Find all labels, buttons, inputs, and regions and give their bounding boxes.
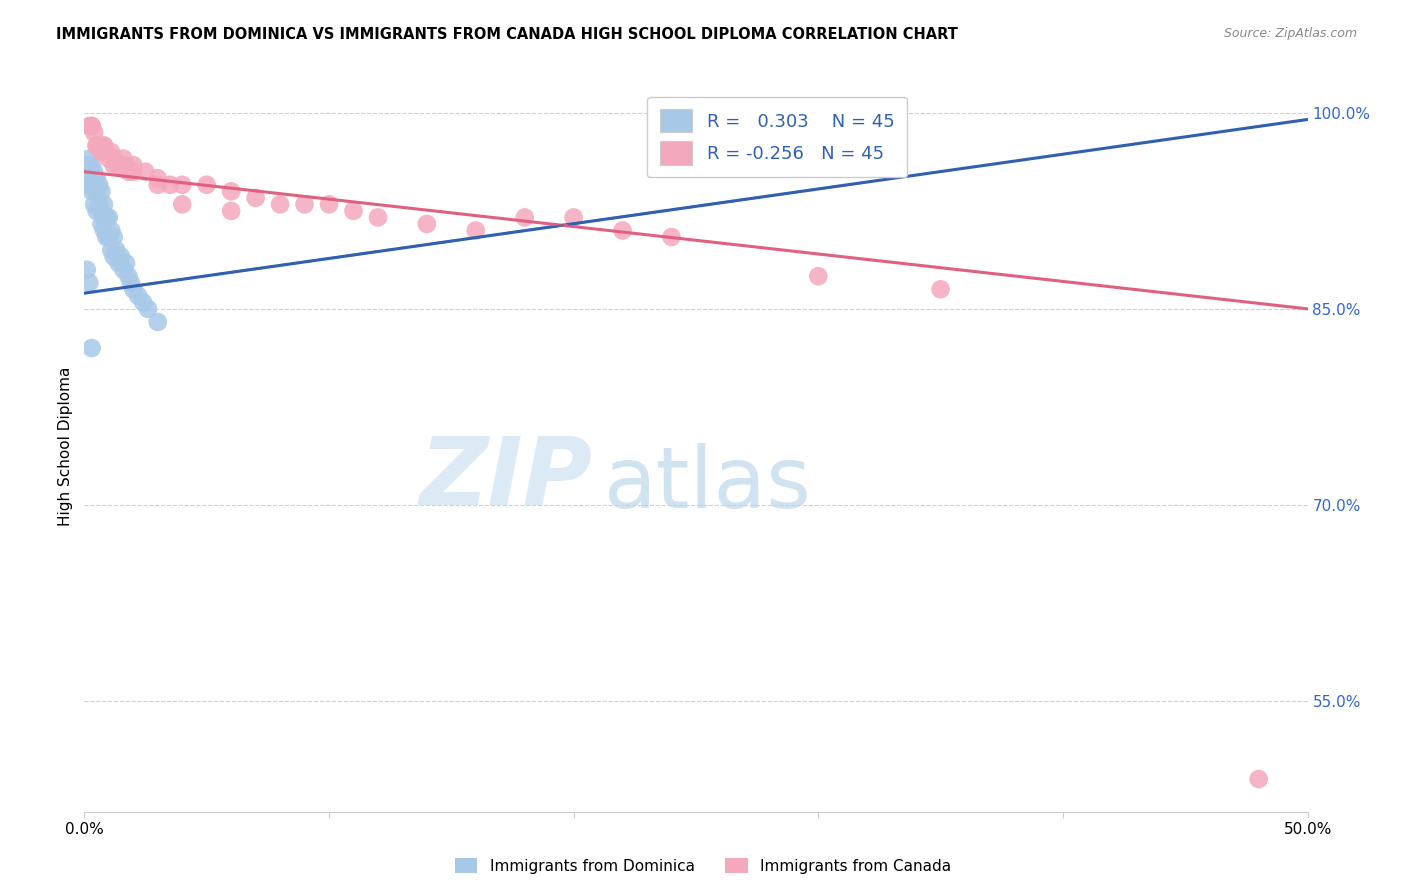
- Point: [110, 250, 132, 264]
- Point: [93, 197, 115, 211]
- Point: [80, 158, 103, 172]
- Point: [83, 164, 105, 178]
- Point: [219, 184, 242, 198]
- Point: [127, 289, 149, 303]
- Point: [77, 276, 100, 290]
- Point: [100, 243, 122, 257]
- Point: [86, 184, 108, 198]
- Point: [80, 341, 103, 355]
- Point: [107, 256, 129, 270]
- Point: [112, 158, 135, 172]
- Point: [90, 145, 112, 160]
- Point: [416, 217, 439, 231]
- Point: [87, 138, 110, 153]
- Point: [513, 211, 536, 225]
- Point: [105, 243, 128, 257]
- Point: [294, 197, 316, 211]
- Point: [96, 211, 118, 225]
- Point: [318, 197, 340, 211]
- Point: [97, 152, 120, 166]
- Point: [97, 211, 120, 225]
- Text: Source: ZipAtlas.com: Source: ZipAtlas.com: [1223, 27, 1357, 40]
- Point: [96, 145, 118, 160]
- Point: [93, 211, 115, 225]
- Text: ZIP: ZIP: [419, 433, 592, 524]
- Point: [103, 250, 125, 264]
- Point: [120, 276, 142, 290]
- Point: [87, 197, 110, 211]
- Point: [90, 203, 112, 218]
- Legend: R =   0.303    N = 45, R = -0.256   N = 45: R = 0.303 N = 45, R = -0.256 N = 45: [647, 96, 907, 178]
- Point: [87, 178, 110, 192]
- Point: [93, 138, 115, 153]
- Point: [76, 158, 98, 172]
- Point: [269, 197, 291, 211]
- Point: [117, 164, 139, 178]
- Point: [77, 119, 100, 133]
- Point: [103, 230, 125, 244]
- Y-axis label: High School Diploma: High School Diploma: [58, 367, 73, 525]
- Point: [112, 152, 135, 166]
- Point: [929, 282, 952, 296]
- Point: [661, 230, 683, 244]
- Point: [122, 164, 145, 178]
- Point: [464, 223, 486, 237]
- Point: [107, 158, 129, 172]
- Point: [112, 262, 135, 277]
- Point: [86, 138, 108, 153]
- Point: [172, 197, 194, 211]
- Point: [77, 178, 100, 192]
- Point: [172, 178, 194, 192]
- Point: [117, 269, 139, 284]
- Point: [122, 158, 145, 172]
- Point: [80, 119, 103, 133]
- Point: [1247, 772, 1270, 786]
- Point: [100, 145, 122, 160]
- Point: [612, 223, 634, 237]
- Point: [83, 197, 105, 211]
- Point: [90, 184, 112, 198]
- Point: [195, 178, 218, 192]
- Point: [97, 230, 120, 244]
- Point: [100, 223, 122, 237]
- Point: [135, 164, 157, 178]
- Point: [93, 223, 115, 237]
- Point: [76, 164, 98, 178]
- Point: [76, 262, 98, 277]
- Point: [245, 191, 267, 205]
- Point: [77, 164, 100, 178]
- Point: [807, 269, 830, 284]
- Point: [342, 203, 364, 218]
- Point: [90, 217, 112, 231]
- Point: [86, 203, 108, 218]
- Point: [562, 211, 585, 225]
- Point: [93, 138, 115, 153]
- Point: [146, 315, 169, 329]
- Point: [122, 282, 145, 296]
- Point: [219, 203, 242, 218]
- Point: [96, 230, 118, 244]
- Point: [146, 178, 169, 192]
- Point: [103, 152, 125, 166]
- Point: [103, 158, 125, 172]
- Point: [86, 171, 108, 186]
- Point: [80, 171, 103, 186]
- Point: [86, 138, 108, 153]
- Point: [80, 184, 103, 198]
- Text: atlas: atlas: [605, 442, 813, 525]
- Point: [136, 301, 159, 316]
- Point: [115, 256, 138, 270]
- Point: [83, 126, 105, 140]
- Point: [77, 152, 100, 166]
- Point: [83, 178, 105, 192]
- Point: [367, 211, 389, 225]
- Point: [80, 119, 103, 133]
- Text: IMMIGRANTS FROM DOMINICA VS IMMIGRANTS FROM CANADA HIGH SCHOOL DIPLOMA CORRELATI: IMMIGRANTS FROM DOMINICA VS IMMIGRANTS F…: [56, 27, 957, 42]
- Point: [132, 295, 155, 310]
- Legend: Immigrants from Dominica, Immigrants from Canada: Immigrants from Dominica, Immigrants fro…: [449, 852, 957, 880]
- Point: [159, 178, 181, 192]
- Point: [146, 171, 169, 186]
